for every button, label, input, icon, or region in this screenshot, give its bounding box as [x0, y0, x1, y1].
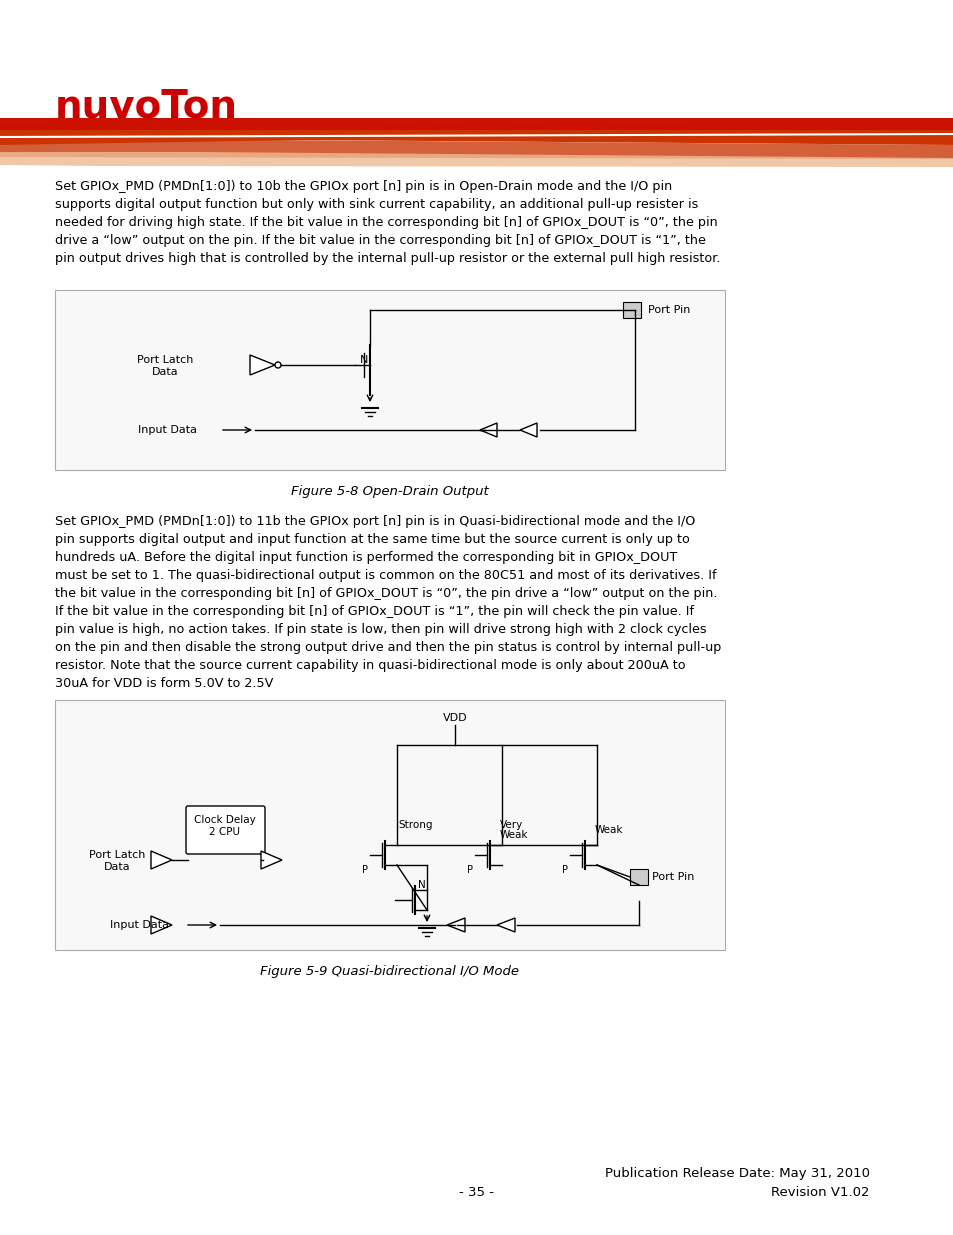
Text: Data: Data [104, 862, 131, 872]
Text: Clock Delay: Clock Delay [193, 815, 255, 825]
Polygon shape [519, 424, 537, 437]
Text: P: P [467, 864, 473, 876]
Text: Very: Very [499, 820, 522, 830]
Text: P: P [361, 864, 368, 876]
Text: - 35 -: - 35 - [459, 1187, 494, 1199]
Bar [629, 869, 647, 885]
Text: Input Data: Input Data [138, 425, 197, 435]
Text: Port Latch: Port Latch [89, 850, 145, 860]
Text: Port Latch: Port Latch [136, 354, 193, 366]
Text: N: N [417, 881, 425, 890]
FancyBboxPatch shape [186, 806, 265, 853]
Text: N: N [359, 354, 368, 366]
Text: Port Pin: Port Pin [651, 872, 694, 882]
Text: Publication Release Date: May 31, 2010
Revision V1.02: Publication Release Date: May 31, 2010 R… [604, 1167, 869, 1198]
Text: Figure 5-9 Quasi-bidirectional I/O Mode: Figure 5-9 Quasi-bidirectional I/O Mode [260, 966, 519, 978]
Text: Data: Data [152, 367, 178, 377]
Text: Figure 5-8 Open-Drain Output: Figure 5-8 Open-Drain Output [291, 485, 488, 499]
Text: Input Data: Input Data [111, 920, 170, 930]
Text: VDD: VDD [442, 713, 467, 722]
Bar [55, 290, 724, 471]
Text: Set GPIOx_PMD (PMDn[1:0]) to 10b the GPIOx port [n] pin is in Open-Drain mode an: Set GPIOx_PMD (PMDn[1:0]) to 10b the GPI… [55, 180, 720, 266]
Bar [0, 119, 953, 130]
Polygon shape [250, 354, 274, 375]
Polygon shape [151, 851, 172, 869]
Polygon shape [0, 149, 953, 162]
Text: nuvoTon: nuvoTon [55, 88, 237, 126]
Polygon shape [479, 424, 497, 437]
Polygon shape [447, 918, 464, 932]
Text: P: P [561, 864, 567, 876]
Polygon shape [0, 130, 953, 144]
Text: Strong: Strong [397, 820, 432, 830]
Text: Port Pin: Port Pin [647, 305, 690, 315]
Polygon shape [497, 918, 515, 932]
Polygon shape [151, 916, 172, 934]
Polygon shape [0, 157, 953, 167]
Polygon shape [261, 851, 282, 869]
Text: 2 CPU: 2 CPU [210, 827, 240, 837]
Circle shape [274, 362, 281, 368]
Text: Weak: Weak [499, 830, 528, 840]
Text: Weak: Weak [595, 825, 623, 835]
Polygon shape [0, 138, 953, 158]
Bar [622, 303, 640, 317]
Bar [0, 119, 953, 130]
Text: Set GPIOx_PMD (PMDn[1:0]) to 11b the GPIOx port [n] pin is in Quasi-bidirectiona: Set GPIOx_PMD (PMDn[1:0]) to 11b the GPI… [55, 515, 720, 690]
Bar [55, 700, 724, 950]
